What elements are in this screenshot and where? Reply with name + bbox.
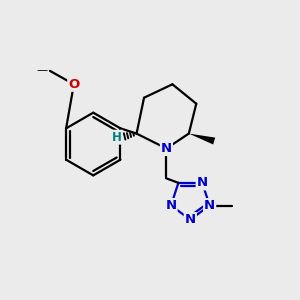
Polygon shape: [189, 134, 215, 145]
Text: H: H: [112, 131, 122, 144]
Text: N: N: [204, 199, 215, 212]
Text: N: N: [197, 176, 208, 189]
Text: N: N: [161, 142, 172, 155]
Text: O: O: [68, 78, 80, 91]
Text: —: —: [37, 65, 48, 75]
Text: N: N: [165, 199, 177, 212]
Text: N: N: [185, 213, 196, 226]
